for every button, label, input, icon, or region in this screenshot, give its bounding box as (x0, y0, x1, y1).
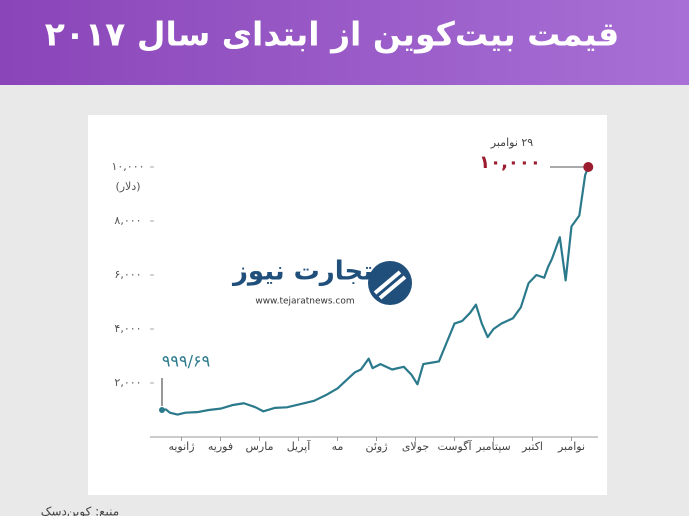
x-tick-label: ژانویه (168, 440, 194, 453)
logo-bg (198, 250, 420, 316)
annotation-label: ۹۹۹/۶۹ (162, 352, 210, 371)
header (0, 0, 689, 85)
x-tick-label: جولای (402, 440, 429, 453)
logo-name: تجارت نیوز (231, 257, 373, 287)
y-tick-label: ۱۰,۰۰۰ (111, 160, 144, 173)
logo: تجارت نیوز www.tejaratnews.com (198, 250, 420, 316)
y-tick-label: ۴,۰۰۰ (114, 322, 141, 335)
chart-title: قیمت بیت‌کوین از ابتدای سال ۲۰۱۷ (45, 15, 620, 55)
source: منبع: کوین‌دسک (41, 505, 119, 517)
x-tick-label: سپتامبر (475, 440, 511, 453)
y-tick-label: ۶,۰۰۰ (114, 268, 141, 281)
x-tick-label: نوامبر (557, 440, 585, 453)
annotation-date: ۲۹ نوامبر (490, 136, 533, 149)
logo-url: www.tejaratnews.com (255, 297, 354, 307)
logo-icon-mark (373, 270, 407, 300)
x-tick-label: ژوئن (365, 440, 387, 453)
x-tick-label: مه (332, 440, 344, 453)
annotation-label: ۱۰,۰۰۰ (479, 152, 541, 173)
x-tick-label: مارس (246, 440, 274, 453)
x-tick-label: آگوست (438, 439, 473, 453)
y-tick-label: ۸,۰۰۰ (114, 214, 141, 227)
y-axis-unit: (دلار) (115, 180, 140, 193)
x-tick-label: فوریه (208, 440, 233, 453)
y-tick-label: ۲,۰۰۰ (114, 376, 141, 389)
x-tick-label: آپریل (287, 439, 312, 453)
annotation-point (583, 162, 594, 172)
annotation-point (159, 407, 165, 414)
x-tick-label: اکتبر (521, 440, 543, 453)
price-line (161, 166, 590, 416)
